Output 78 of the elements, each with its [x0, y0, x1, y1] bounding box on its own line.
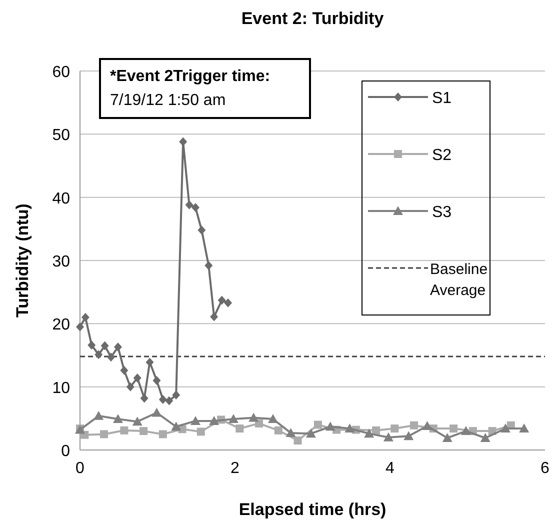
point — [390, 424, 399, 433]
y-tick-label: 20 — [52, 316, 70, 334]
point — [286, 428, 296, 437]
point — [383, 432, 394, 442]
point — [344, 424, 355, 433]
y-tick-label: 30 — [52, 254, 70, 270]
x-tick-label: 2 — [230, 460, 240, 477]
legend-label: S1 — [432, 90, 452, 107]
point — [224, 298, 232, 308]
point — [442, 433, 452, 442]
point — [126, 382, 134, 392]
point — [94, 410, 104, 420]
point — [274, 426, 282, 434]
point — [191, 202, 200, 212]
point — [94, 350, 103, 360]
y-tick-label: 60 — [52, 64, 70, 81]
point — [165, 396, 174, 406]
point — [404, 431, 414, 440]
legend-label: S3 — [432, 204, 452, 221]
point — [198, 226, 206, 235]
x-tick-label: 0 — [76, 460, 85, 477]
point — [120, 366, 128, 375]
y-axis-title: Turbidity (ntu) — [13, 204, 32, 318]
point — [152, 376, 161, 386]
point — [519, 424, 530, 433]
point — [100, 341, 109, 350]
point — [218, 296, 226, 305]
point — [480, 433, 490, 442]
point — [171, 422, 182, 431]
point — [81, 312, 90, 322]
point — [372, 426, 380, 434]
x-tick-label: 4 — [386, 460, 395, 477]
point — [500, 424, 510, 433]
point — [146, 358, 154, 367]
point — [364, 428, 374, 438]
y-tick-label: 40 — [52, 190, 70, 208]
point — [133, 373, 142, 382]
point — [88, 340, 96, 350]
point — [294, 436, 302, 445]
point — [422, 420, 432, 430]
point — [107, 352, 115, 362]
point — [76, 322, 84, 332]
x-tick-label: 6 — [540, 460, 550, 477]
point — [236, 424, 244, 433]
point — [172, 390, 180, 400]
point — [158, 430, 167, 438]
point — [306, 428, 316, 438]
x-axis-title: Elapsed time (hrs) — [238, 500, 386, 519]
annotation: 7/19/12 1:50 am — [110, 92, 226, 109]
point — [100, 430, 108, 438]
point — [450, 424, 458, 433]
point — [196, 428, 205, 436]
point — [314, 420, 322, 429]
y-tick-label: 0 — [61, 443, 70, 460]
point — [158, 394, 167, 404]
point — [460, 426, 471, 436]
chart-title: Event 2: Turbidity — [241, 9, 384, 28]
point — [410, 421, 418, 430]
point — [132, 416, 142, 426]
point — [228, 414, 238, 424]
point — [190, 416, 200, 425]
point — [325, 422, 336, 431]
point — [112, 414, 123, 424]
point — [248, 412, 259, 422]
point — [185, 200, 194, 210]
legend-label: S2 — [432, 147, 452, 164]
point — [152, 408, 162, 417]
point — [120, 426, 128, 434]
annotation: *Event 2Trigger time: — [110, 68, 270, 85]
point — [140, 427, 148, 436]
point — [268, 414, 278, 424]
legend-label: Baseline Average — [430, 261, 488, 299]
point — [209, 416, 220, 425]
point — [210, 312, 218, 322]
point — [114, 342, 122, 352]
y-tick-label: 10 — [52, 380, 70, 397]
y-tick-label: 50 — [52, 127, 70, 144]
point — [204, 261, 213, 270]
